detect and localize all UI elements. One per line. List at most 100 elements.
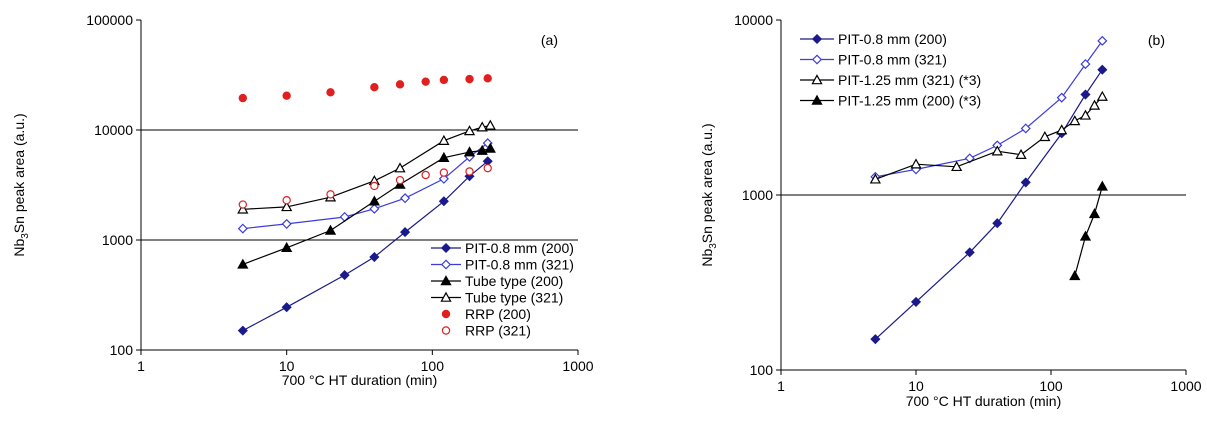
data-point-a-4-4 — [395, 80, 405, 89]
y-axis-title-a: Nb3Sn peak area (a.u.) — [11, 113, 31, 256]
data-point-a-4-6 — [439, 75, 449, 85]
x-axis-title-a: 700 °C HT duration (min) — [282, 372, 438, 388]
data-point-b-3-0 — [1069, 270, 1081, 281]
series-line-b-2 — [875, 96, 1103, 180]
data-point-a-5-8 — [483, 163, 492, 173]
legend-marker-a-5 — [441, 326, 451, 335]
data-point-b-2-0 — [869, 173, 881, 184]
data-point-a-3-6 — [463, 125, 476, 136]
legend-marker-b-2 — [811, 74, 823, 85]
series-a-2 — [237, 142, 496, 269]
data-point-a-3-7 — [476, 121, 488, 132]
data-point-b-2-5 — [1039, 130, 1051, 142]
data-point-a-5-7 — [465, 167, 474, 176]
data-point-a-0-4 — [400, 227, 411, 238]
data-point-b-1-2 — [964, 153, 975, 164]
y-axis-title-b: Nb3Sn peak area (a.u.) — [699, 123, 719, 266]
y-tick-label-a-1: 1000 — [102, 232, 133, 248]
data-point-b-0-7 — [1097, 64, 1108, 75]
series-a-1 — [237, 138, 493, 234]
legend-marker-a-3 — [440, 291, 452, 302]
x-tick-label-a-3: 1000 — [562, 358, 593, 374]
x-tick-label-a-1: 10 — [279, 358, 295, 374]
data-point-a-5-5 — [421, 170, 430, 180]
panel-label-a: (a) — [541, 32, 558, 48]
data-point-a-1-5 — [438, 173, 449, 184]
data-point-a-3-5 — [438, 134, 450, 145]
data-point-a-0-1 — [281, 302, 292, 313]
data-point-b-2-3 — [991, 145, 1003, 156]
legend-marker-b-0 — [811, 33, 823, 45]
data-point-b-0-4 — [1020, 177, 1031, 188]
data-point-a-3-0 — [237, 203, 249, 214]
data-point-b-0-0 — [870, 334, 881, 345]
legend-label-b-0: PIT-0.8 mm (200) — [838, 31, 947, 47]
legend-label-b-2: PIT-1.25 mm (321) (*3) — [838, 72, 981, 88]
data-point-b-2-6 — [1056, 124, 1068, 135]
legend-label-a-3: Tube type (321) — [465, 290, 563, 306]
legend-marker-a-4 — [441, 309, 451, 319]
data-point-a-2-2 — [324, 224, 337, 235]
data-point-b-2-9 — [1088, 99, 1101, 110]
legend-label-a-5: RRP (321) — [465, 323, 531, 339]
legend-marker-a-1 — [440, 259, 452, 270]
series-line-a-1 — [242, 142, 489, 230]
data-point-a-2-0 — [237, 258, 249, 269]
data-point-a-4-5 — [421, 77, 430, 86]
legend-a: PIT-0.8 mm (200)PIT-0.8 mm (321) Tube typ… — [431, 240, 574, 339]
data-point-b-2-8 — [1079, 109, 1092, 120]
series-a-4 — [238, 74, 492, 103]
legend-label-a-0: PIT-0.8 mm (200) — [465, 240, 574, 256]
data-point-a-2-6 — [463, 146, 476, 157]
data-point-a-0-2 — [339, 270, 350, 281]
y-tick-label-a-2: 10000 — [94, 122, 133, 138]
data-point-b-0-2 — [964, 247, 975, 258]
data-point-a-3-4 — [394, 162, 406, 173]
data-point-a-5-6 — [439, 168, 449, 177]
legend-marker-b-3 — [811, 94, 823, 105]
series-b-0 — [870, 64, 1108, 345]
data-point-a-5-4 — [395, 175, 405, 185]
legend-marker-b-1 — [811, 54, 823, 65]
data-point-a-4-0 — [238, 93, 248, 103]
series-a-5 — [238, 163, 492, 209]
data-point-a-1-1 — [281, 218, 292, 229]
data-point-a-2-1 — [281, 241, 293, 253]
data-point-b-2-1 — [910, 158, 922, 169]
data-point-a-5-0 — [238, 200, 248, 209]
data-point-a-5-2 — [326, 190, 335, 199]
data-point-b-0-3 — [992, 218, 1003, 229]
series-line-b-3 — [1074, 186, 1103, 277]
data-point-a-4-3 — [370, 82, 379, 92]
series-b-3 — [1069, 180, 1108, 281]
x-tick-label-b-2: 100 — [1039, 378, 1063, 394]
data-point-a-0-0 — [237, 325, 248, 336]
data-point-a-5-3 — [370, 181, 379, 191]
data-point-a-5-1 — [282, 196, 291, 205]
legend-marker-a-0 — [440, 242, 452, 254]
series-line-a-0 — [242, 160, 489, 332]
data-point-a-1-3 — [369, 203, 380, 214]
data-point-b-2-7 — [1069, 115, 1081, 126]
legend-marker-a-2 — [440, 275, 452, 286]
data-point-a-2-3 — [368, 195, 380, 206]
data-point-b-0-6 — [1080, 89, 1091, 100]
data-point-a-0-5 — [438, 196, 449, 207]
legend-label-a-1: PIT-0.8 mm (321) — [465, 257, 574, 273]
x-tick-label-b-0: 1 — [777, 378, 785, 394]
data-point-b-2-2 — [951, 160, 963, 172]
y-tick-label-b-1: 1000 — [742, 187, 773, 203]
legend-label-b-3: PIT-1.25 mm (200) (*3) — [838, 93, 981, 109]
x-tick-label-b-1: 10 — [908, 378, 924, 394]
series-a-0 — [237, 156, 493, 336]
y-tick-label-a-3: 100000 — [86, 12, 133, 28]
data-point-b-1-6 — [1080, 59, 1091, 70]
data-point-a-2-7 — [476, 144, 488, 155]
y-tick-label-a-0: 100 — [110, 342, 134, 358]
series-line-b-1 — [875, 40, 1103, 178]
data-point-b-3-1 — [1079, 230, 1092, 241]
data-point-a-1-0 — [237, 223, 248, 234]
chart-a: 1 10 100 1000 100 1000 10000 100000 700 °C HT du… — [11, 12, 594, 388]
chart-b: 1 10 100 1000 100 1000 10000 700 °C HT duration… — [699, 12, 1202, 409]
x-tick-label-a-2: 100 — [421, 358, 445, 374]
